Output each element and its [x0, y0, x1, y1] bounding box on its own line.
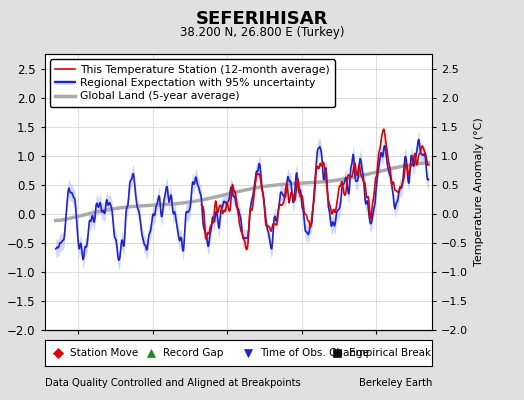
Text: Time of Obs. Change: Time of Obs. Change — [260, 348, 369, 358]
Text: Station Move: Station Move — [70, 348, 138, 358]
Text: Data Quality Controlled and Aligned at Breakpoints: Data Quality Controlled and Aligned at B… — [45, 378, 300, 388]
Text: Record Gap: Record Gap — [163, 348, 223, 358]
Text: Empirical Break: Empirical Break — [349, 348, 431, 358]
Text: SEFERIHISAR: SEFERIHISAR — [196, 10, 328, 28]
Legend: This Temperature Station (12-month average), Regional Expectation with 95% uncer: This Temperature Station (12-month avera… — [50, 60, 335, 107]
Text: 38.200 N, 26.800 E (Turkey): 38.200 N, 26.800 E (Turkey) — [180, 26, 344, 39]
Y-axis label: Temperature Anomaly (°C): Temperature Anomaly (°C) — [474, 118, 484, 266]
Text: Berkeley Earth: Berkeley Earth — [359, 378, 432, 388]
